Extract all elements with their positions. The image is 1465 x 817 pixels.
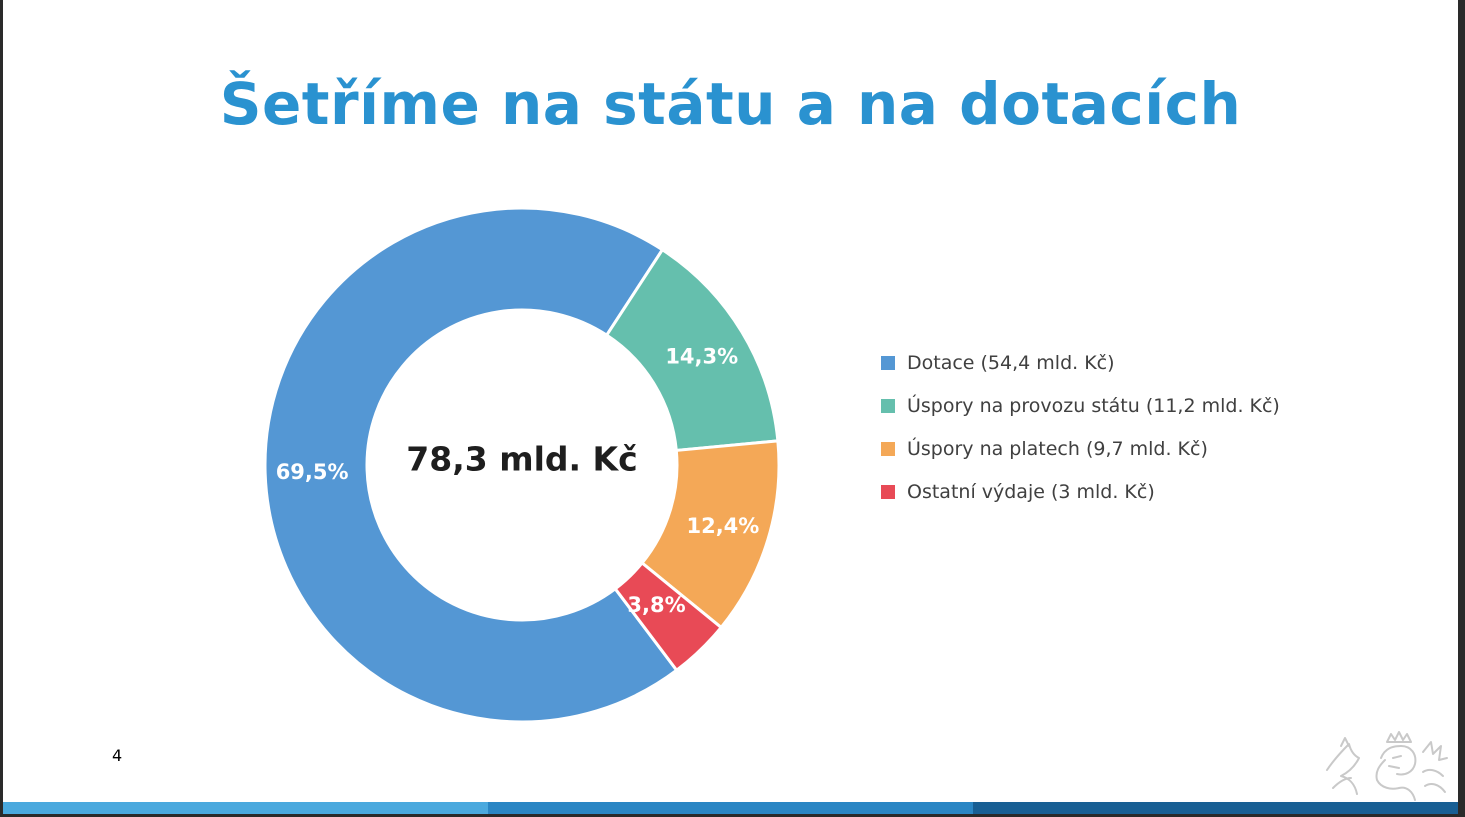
chart-legend: Dotace (54,4 mld. Kč) Úspory na provozu s…	[881, 341, 1280, 513]
czech-lion-emblem-icon	[1326, 731, 1448, 801]
bar-segment-dark	[973, 802, 1458, 814]
donut-slice-ostatni-vydaje	[613, 560, 724, 673]
legend-item-dotace: Dotace (54,4 mld. Kč)	[881, 341, 1280, 384]
legend-swatch	[881, 484, 895, 499]
donut-center-total: 78,3 mld. Kč	[406, 440, 637, 479]
legend-label: Úspory na provozu státu (11,2 mld. Kč)	[907, 394, 1280, 417]
slide: Šetříme na státu a na dotacích 69,5% 14,3…	[3, 0, 1458, 814]
legend-item-uspory-provoz: Úspory na provozu státu (11,2 mld. Kč)	[881, 384, 1280, 427]
slice-percent-label-uspory-provoz: 14,3%	[665, 344, 738, 368]
legend-swatch	[881, 398, 895, 413]
bar-segment-mid	[488, 802, 973, 814]
bar-segment-light	[3, 802, 488, 814]
bottom-color-bar	[3, 802, 1458, 814]
slide-title: Šetříme na státu a na dotacích	[219, 70, 1242, 138]
slice-percent-label-dotace: 69,5%	[276, 460, 349, 484]
legend-item-uspory-platy: Úspory na platech (9,7 mld. Kč)	[881, 427, 1280, 470]
legend-label: Ostatní výdaje (3 mld. Kč)	[907, 480, 1155, 503]
legend-swatch	[881, 441, 895, 456]
slice-percent-label-ostatni-vydaje: 3,8%	[627, 593, 685, 617]
legend-label: Úspory na platech (9,7 mld. Kč)	[907, 437, 1208, 460]
slide-number: 4	[112, 746, 123, 765]
legend-label: Dotace (54,4 mld. Kč)	[907, 351, 1115, 374]
slice-percent-label-uspory-platy: 12,4%	[686, 514, 759, 538]
donut-chart: 69,5% 14,3% 12,4% 3,8% 78,3 mld. Kč	[263, 206, 781, 724]
donut-slice-dotace	[263, 206, 679, 724]
legend-swatch	[881, 355, 895, 370]
legend-item-ostatni-vydaje: Ostatní výdaje (3 mld. Kč)	[881, 470, 1280, 513]
